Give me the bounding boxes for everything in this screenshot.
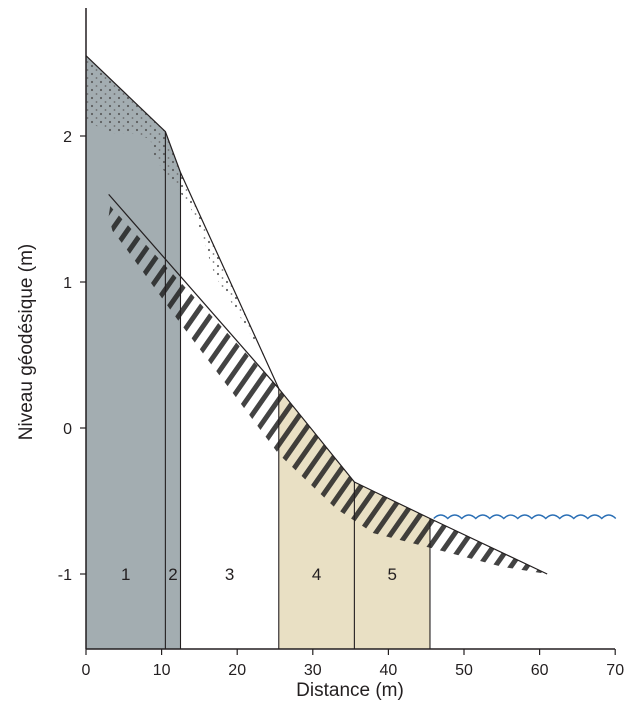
axes	[85, 8, 615, 650]
profile-lines	[85, 55, 548, 649]
water-wave-line	[433, 514, 617, 520]
zone-2-fill	[165, 131, 181, 649]
deposits-layer	[86, 55, 548, 574]
y-tick-label: -1	[58, 567, 72, 584]
y-tick-label: 2	[63, 129, 72, 146]
x-tick-label: 0	[82, 662, 91, 679]
zone-label-5: 5	[387, 565, 396, 584]
zone-label-4: 4	[312, 565, 321, 584]
water-level	[433, 514, 617, 520]
y-tick-label: 1	[63, 275, 72, 292]
x-tick-label: 70	[606, 662, 624, 679]
zone-label-2: 2	[168, 565, 177, 584]
y-tick-label: 0	[63, 421, 72, 438]
hatched-layer	[108, 206, 548, 574]
x-tick-label: 40	[380, 662, 398, 679]
zone-1-fill	[86, 55, 166, 649]
x-tick-label: 10	[153, 662, 171, 679]
x-axis-title: Distance (m)	[296, 680, 404, 701]
x-tick-label: 30	[304, 662, 322, 679]
zone-label-1: 1	[121, 565, 130, 584]
zones-layer: 1 2 3 4 5	[86, 55, 430, 649]
zone-label-3: 3	[225, 565, 234, 584]
x-ticks: 0 10 20 30 40 50 60 70	[82, 649, 624, 679]
x-tick-label: 20	[228, 662, 246, 679]
y-axis-title: Niveau géodésique (m)	[16, 244, 37, 440]
layer-top-line	[108, 194, 280, 389]
sand-deposit	[86, 55, 268, 363]
x-tick-label: 60	[531, 662, 549, 679]
y-ticks: 2 1 0 -1	[58, 129, 86, 584]
x-tick-label: 50	[455, 662, 473, 679]
